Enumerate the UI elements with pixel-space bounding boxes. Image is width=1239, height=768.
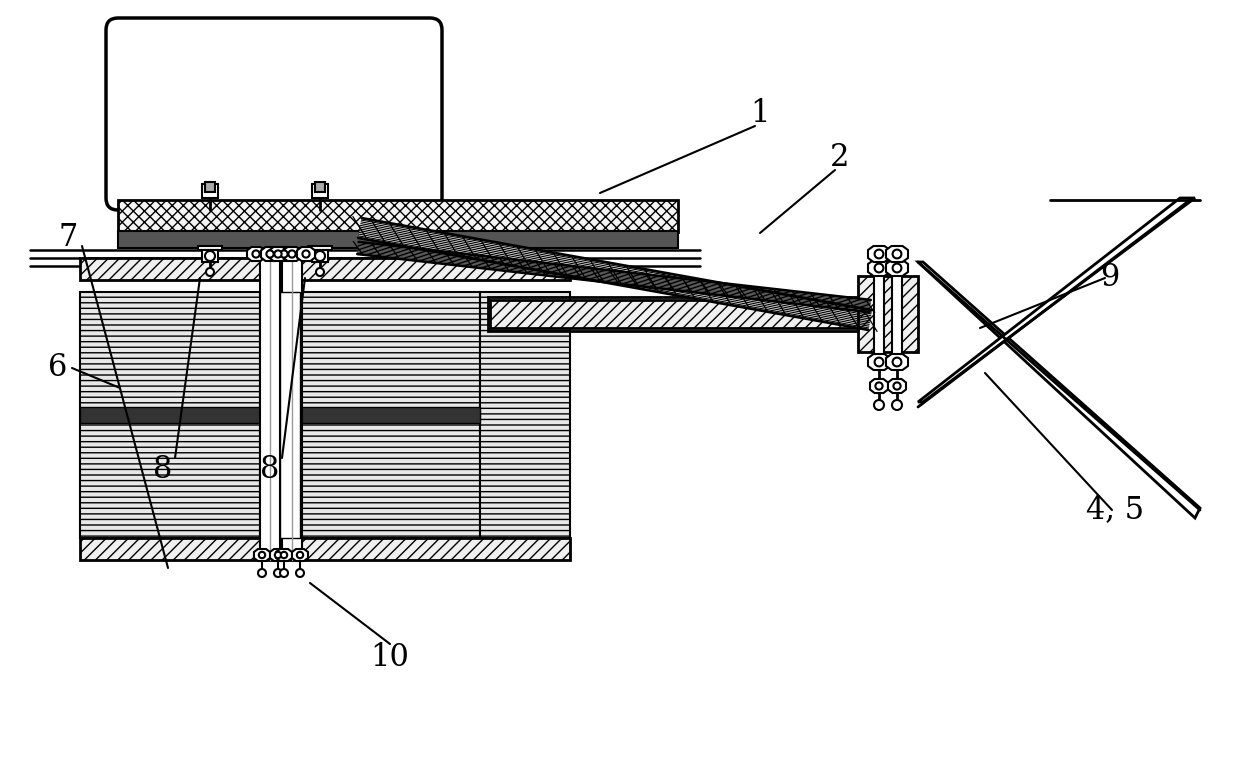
Bar: [873, 271, 883, 357]
Polygon shape: [282, 247, 301, 261]
Bar: [479, 292, 570, 538]
Circle shape: [316, 268, 325, 276]
Polygon shape: [886, 354, 908, 370]
Polygon shape: [270, 549, 286, 561]
Text: 9: 9: [1100, 263, 1120, 293]
Polygon shape: [870, 379, 888, 393]
Polygon shape: [869, 354, 890, 370]
Polygon shape: [869, 260, 890, 276]
Bar: [309, 246, 332, 250]
Bar: [488, 297, 882, 331]
Circle shape: [281, 551, 287, 558]
Polygon shape: [918, 198, 1194, 402]
Polygon shape: [261, 247, 279, 261]
Text: 8: 8: [154, 455, 172, 485]
Bar: [282, 250, 302, 560]
Circle shape: [297, 551, 304, 558]
Text: 1: 1: [751, 98, 769, 128]
Circle shape: [893, 382, 901, 389]
Circle shape: [274, 250, 281, 257]
Circle shape: [275, 551, 281, 558]
Text: 6: 6: [48, 353, 68, 383]
Polygon shape: [888, 379, 906, 393]
Circle shape: [892, 400, 902, 410]
Polygon shape: [886, 246, 908, 262]
Bar: [892, 271, 902, 357]
Circle shape: [266, 250, 274, 257]
Polygon shape: [292, 549, 309, 561]
Polygon shape: [254, 549, 270, 561]
Circle shape: [259, 551, 265, 558]
Circle shape: [206, 268, 214, 276]
Bar: [280, 292, 300, 538]
Bar: [81, 258, 570, 280]
Polygon shape: [297, 247, 315, 261]
Bar: [118, 200, 678, 232]
Circle shape: [875, 250, 883, 258]
Bar: [81, 292, 260, 538]
Bar: [118, 231, 678, 248]
Circle shape: [280, 250, 287, 257]
Bar: [260, 250, 280, 560]
Circle shape: [892, 358, 902, 366]
Circle shape: [892, 250, 902, 258]
FancyBboxPatch shape: [107, 18, 442, 210]
Bar: [300, 292, 479, 538]
Bar: [81, 407, 260, 423]
Circle shape: [258, 569, 266, 577]
Circle shape: [289, 250, 296, 257]
Bar: [204, 182, 216, 192]
Text: 2: 2: [830, 143, 850, 174]
Text: 4, 5: 4, 5: [1085, 495, 1144, 525]
Bar: [489, 300, 880, 328]
Bar: [315, 182, 325, 192]
Circle shape: [892, 263, 902, 273]
Bar: [202, 184, 218, 198]
Text: 10: 10: [370, 643, 409, 674]
Text: 7: 7: [58, 223, 78, 253]
Circle shape: [315, 251, 325, 261]
Polygon shape: [247, 247, 265, 261]
Polygon shape: [886, 260, 908, 276]
Bar: [312, 184, 328, 198]
Polygon shape: [918, 262, 1201, 518]
Bar: [81, 538, 570, 560]
Polygon shape: [358, 218, 872, 329]
Circle shape: [873, 400, 883, 410]
Circle shape: [296, 569, 304, 577]
Bar: [300, 407, 479, 423]
Bar: [312, 250, 328, 262]
Polygon shape: [269, 247, 287, 261]
Circle shape: [204, 251, 216, 261]
Circle shape: [253, 250, 260, 257]
Circle shape: [280, 569, 287, 577]
Circle shape: [876, 382, 882, 389]
Circle shape: [875, 263, 883, 273]
Polygon shape: [276, 549, 292, 561]
Text: 8: 8: [260, 455, 280, 485]
Bar: [202, 250, 218, 262]
Bar: [857, 276, 918, 352]
Circle shape: [274, 569, 282, 577]
Polygon shape: [275, 247, 292, 261]
Polygon shape: [357, 242, 871, 312]
Polygon shape: [869, 246, 890, 262]
Circle shape: [302, 250, 310, 257]
Bar: [198, 246, 222, 250]
Circle shape: [875, 358, 883, 366]
